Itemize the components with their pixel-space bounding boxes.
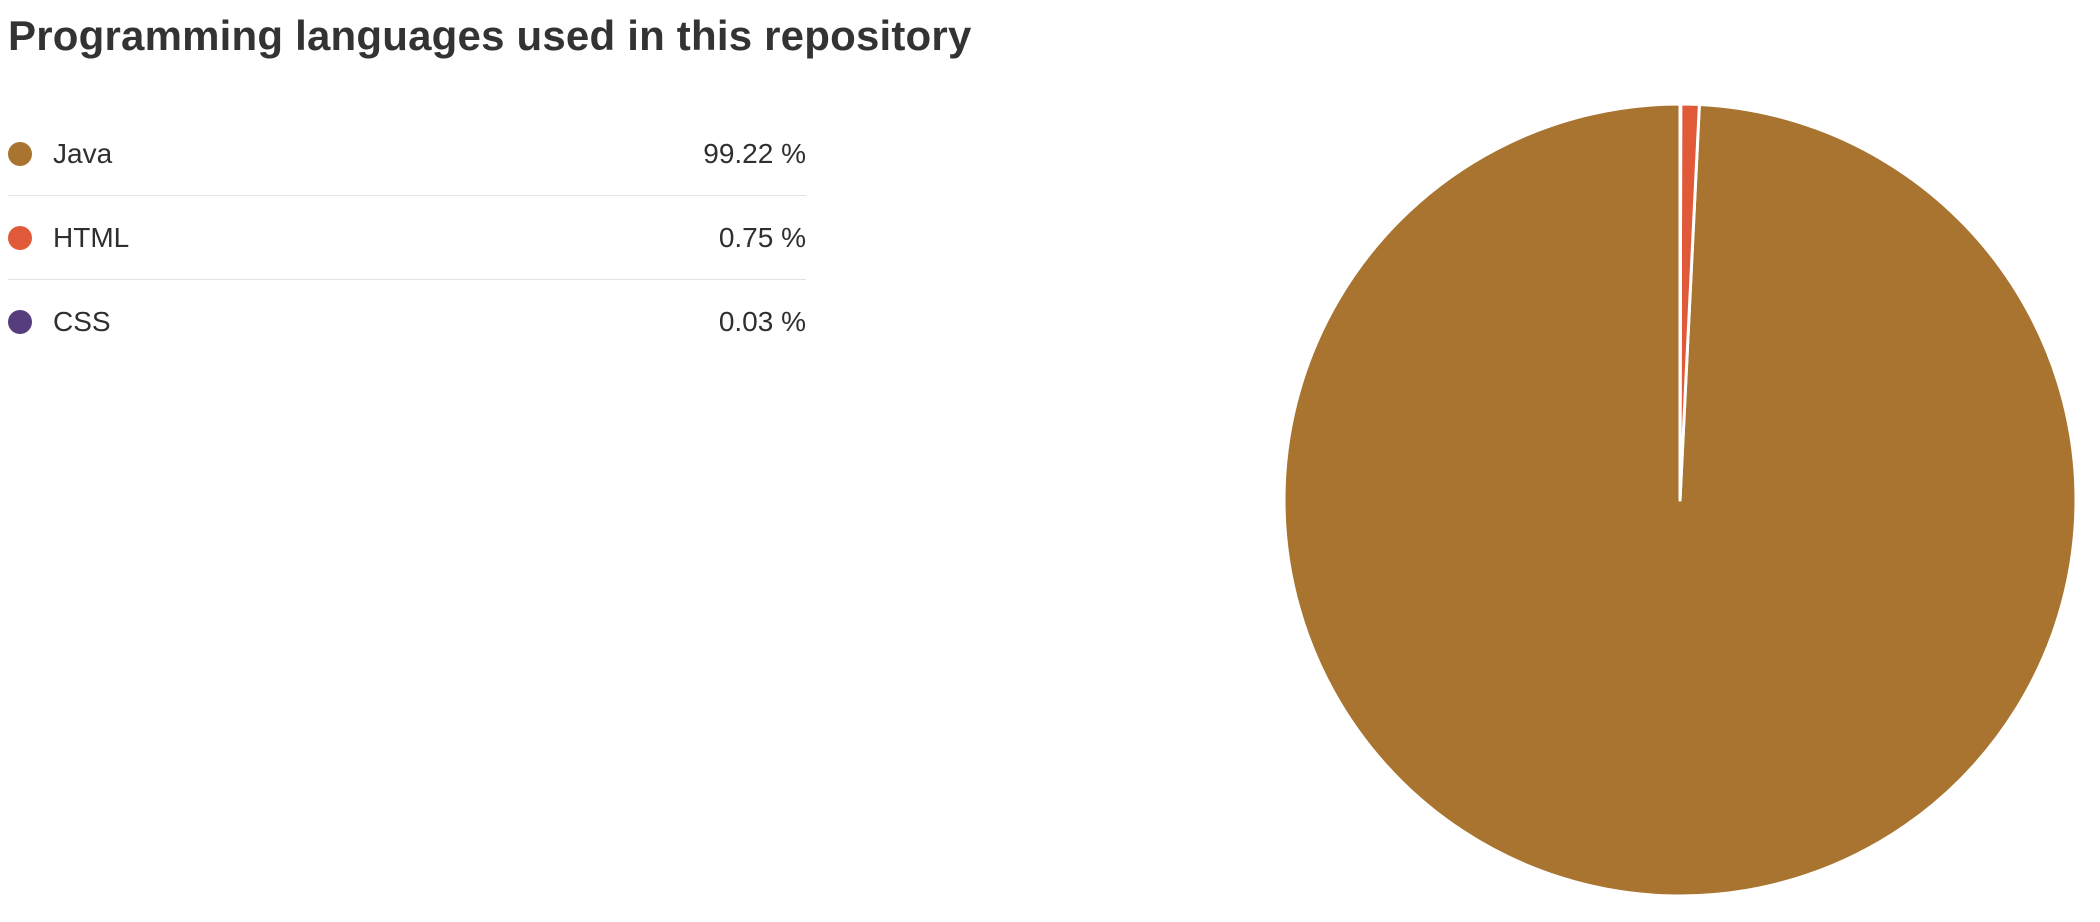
css-color-dot <box>8 310 32 334</box>
legend-label-css: CSS <box>53 306 111 337</box>
pie-slices <box>1282 102 2078 898</box>
html-color-dot <box>8 225 32 250</box>
java-color-dot <box>8 141 32 166</box>
page-title: Programming languages used in this repos… <box>8 12 972 59</box>
legend-row-css: CSS 0.03 % <box>8 280 806 364</box>
legend-label-java: Java <box>53 137 113 169</box>
legend-row-html: HTML 0.75 % <box>8 196 806 280</box>
language-pie-chart <box>1282 102 2078 898</box>
language-legend: Java 99.22 % HTML 0.75 % CSS 0.03 % <box>8 112 806 364</box>
legend-percent-java: 99.22 % <box>703 137 806 169</box>
pie-slice-css <box>1678 102 1683 502</box>
legend-percent-html: 0.75 % <box>718 221 806 253</box>
legend-label-html: HTML <box>53 221 130 253</box>
legend-row-java: Java 99.22 % <box>8 112 806 196</box>
legend-percent-css: 0.03 % <box>718 306 806 337</box>
